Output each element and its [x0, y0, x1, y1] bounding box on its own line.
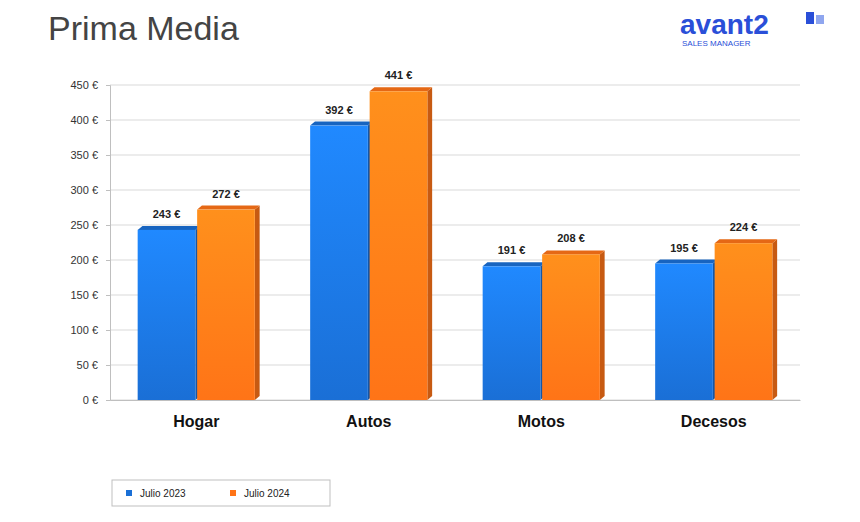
bar — [370, 91, 428, 400]
bars — [138, 87, 777, 400]
bar-top — [655, 260, 717, 264]
y-tick: 350 € — [70, 149, 110, 161]
x-tick-label: Decesos — [681, 413, 747, 430]
legend-swatch — [230, 490, 236, 496]
logo-icon — [806, 12, 824, 24]
y-tick-label: 100 € — [70, 324, 98, 336]
bar-top — [310, 122, 372, 126]
legend-label: Julio 2023 — [140, 488, 186, 499]
data-label: 243 € — [153, 208, 181, 220]
data-label: 208 € — [557, 232, 585, 244]
data-label: 224 € — [730, 221, 758, 233]
bar — [715, 243, 773, 400]
data-label: 195 € — [670, 242, 698, 254]
y-tick-mark — [106, 190, 110, 191]
logo-text: avant2 — [680, 9, 769, 40]
y-tick: 300 € — [70, 184, 110, 196]
x-tick-label: Hogar — [173, 413, 219, 430]
y-tick-label: 450 € — [70, 79, 98, 91]
y-tick: 250 € — [70, 219, 110, 231]
x-axis-line — [111, 400, 801, 401]
bar-side — [427, 87, 432, 400]
y-tick: 450 € — [70, 79, 110, 91]
y-tick-label: 300 € — [70, 184, 98, 196]
y-tick-mark — [106, 120, 110, 121]
y-tick: 50 € — [77, 359, 110, 371]
y-tick-mark — [106, 400, 110, 401]
bar-side — [600, 250, 605, 400]
bar — [483, 266, 541, 400]
bar-top — [370, 87, 432, 91]
y-tick-mark — [106, 155, 110, 156]
x-tick: Decesos — [681, 413, 747, 430]
y-tick-mark — [106, 330, 110, 331]
data-label: 191 € — [498, 244, 526, 256]
chart: Prima Media avant2SALES MANAGER 0 € 50 € 100… — [0, 0, 860, 522]
y-tick-label: 50 € — [77, 359, 98, 371]
bar — [138, 230, 196, 400]
legend-box — [112, 480, 330, 506]
y-axis-line — [106, 86, 111, 401]
y-tick: 0 € — [83, 394, 110, 406]
legend-label: Julio 2024 — [244, 488, 290, 499]
bar — [655, 264, 713, 401]
y-tick-mark — [106, 295, 110, 296]
bar — [197, 210, 255, 400]
bar-top — [483, 262, 545, 266]
y-tick-label: 200 € — [70, 254, 98, 266]
bar-side — [772, 239, 777, 400]
bar-side — [255, 206, 260, 400]
y-tick-mark — [106, 225, 110, 226]
grid-line — [110, 85, 800, 86]
x-tick: Hogar — [173, 413, 219, 430]
y-tick-label: 400 € — [70, 114, 98, 126]
y-tick: 150 € — [70, 289, 110, 301]
legend-swatch — [126, 490, 132, 496]
y-tick: 400 € — [70, 114, 110, 126]
grid-line — [110, 155, 800, 156]
data-label: 392 € — [325, 104, 353, 116]
x-tick-label: Motos — [518, 413, 565, 430]
y-tick-mark — [106, 365, 110, 366]
x-tick-label: Autos — [346, 413, 391, 430]
y-tick: 100 € — [70, 324, 110, 336]
y-tick-mark — [106, 260, 110, 261]
x-tick: Autos — [346, 413, 391, 430]
grid — [110, 85, 800, 400]
bar-top — [542, 250, 604, 254]
x-tick: Motos — [518, 413, 565, 430]
logo-subtext: SALES MANAGER — [682, 39, 751, 48]
y-tick-label: 250 € — [70, 219, 98, 231]
bar-top — [715, 239, 777, 243]
y-tick-mark — [106, 85, 110, 86]
logo-square — [816, 15, 824, 24]
data-label: 272 € — [212, 188, 240, 200]
y-tick-label: 350 € — [70, 149, 98, 161]
title: Prima Media — [48, 9, 239, 47]
series — [197, 87, 777, 400]
y-tick-label: 0 € — [83, 394, 98, 406]
y-axis: 0 € 50 € 100 € 150 € 200 € 250 € 300 € 350 € 400… — [70, 79, 110, 406]
bar-top — [197, 206, 259, 210]
bar — [542, 254, 600, 400]
legend: Julio 2023 Julio 2024 — [112, 480, 330, 506]
x-axis: Hogar Autos Motos Decesos — [111, 401, 801, 431]
data-labels: 243 € 392 € 191 € 195 € 272 € 441 € 208 € 224 € — [153, 69, 758, 256]
bar-top — [138, 226, 200, 230]
logo-square — [806, 12, 814, 24]
bar — [310, 126, 368, 400]
y-tick-label: 150 € — [70, 289, 98, 301]
y-tick: 200 € — [70, 254, 110, 266]
data-label: 441 € — [385, 69, 413, 81]
grid-line — [110, 120, 800, 121]
